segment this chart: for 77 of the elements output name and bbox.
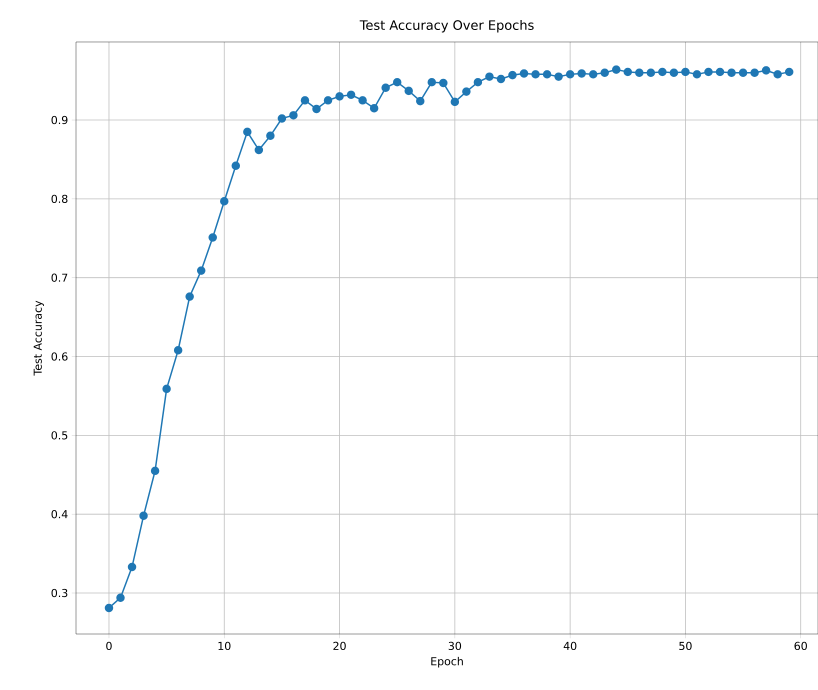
point: [128, 562, 136, 572]
point: [208, 233, 217, 242]
point: [600, 68, 609, 77]
point: [658, 68, 667, 76]
point: [624, 68, 632, 76]
point: [358, 96, 367, 105]
x-axis-title: Epoch: [431, 656, 463, 668]
point: [243, 128, 252, 136]
point: [727, 68, 736, 77]
point: [289, 111, 298, 120]
point: [485, 72, 494, 81]
point: [542, 70, 552, 79]
y-tick-label: 0.9: [52, 116, 68, 124]
point: [346, 90, 356, 100]
y-tick-label: 0.8: [52, 194, 68, 204]
point: [404, 86, 413, 96]
point: [692, 70, 702, 79]
chart-title: Test Accuracy Over Epochs: [360, 20, 534, 32]
point: [254, 146, 264, 154]
point: [196, 266, 206, 275]
x-tick-label: 40: [564, 642, 576, 650]
point: [784, 68, 794, 76]
point: [612, 65, 620, 74]
x-tick-label: 20: [333, 642, 346, 650]
point: [324, 96, 332, 105]
point: [312, 104, 321, 114]
point: [704, 68, 713, 76]
point: [185, 292, 194, 301]
point: [681, 68, 690, 76]
point: [162, 384, 171, 394]
point: [392, 78, 402, 86]
point: [300, 96, 310, 105]
point: [577, 69, 586, 78]
point: [150, 466, 160, 476]
point: [139, 512, 148, 520]
point: [450, 98, 460, 106]
y-tick-label: 0.4: [52, 510, 68, 518]
point: [439, 78, 448, 88]
y-tick-label: 0.6: [52, 352, 68, 361]
point: [220, 196, 228, 206]
point: [232, 162, 240, 170]
x-tick-label: 30: [448, 642, 462, 650]
point: [416, 96, 424, 106]
point: [773, 70, 782, 79]
point: [116, 594, 125, 602]
point: [381, 83, 390, 92]
point: [266, 132, 275, 140]
y-tick-label: 0.7: [52, 274, 68, 282]
x-tick-label: 50: [679, 642, 692, 650]
point: [520, 69, 528, 78]
x-tick-label: 0: [106, 642, 112, 650]
point: [370, 104, 378, 112]
point: [738, 68, 748, 77]
point: [531, 70, 540, 79]
y-axis-title: Test Accuracy: [34, 300, 44, 376]
point: [174, 346, 182, 354]
point: [646, 68, 656, 77]
point: [635, 68, 644, 77]
point: [508, 70, 517, 80]
point: [474, 78, 482, 86]
x-tick-label: 10: [218, 642, 230, 650]
point: [762, 66, 770, 75]
point: [496, 74, 506, 84]
y-tick-label: 0.3: [52, 588, 68, 598]
point: [104, 604, 114, 612]
point: [716, 68, 724, 76]
point: [278, 114, 286, 123]
point: [428, 78, 436, 86]
point: [566, 70, 574, 79]
x-tick-label: 60: [794, 642, 807, 650]
point: [670, 68, 678, 77]
point: [588, 70, 598, 79]
point: [554, 72, 563, 81]
point: [750, 68, 759, 77]
point: [462, 87, 471, 96]
point: [335, 92, 344, 101]
y-tick-label: 0.5: [52, 431, 68, 440]
